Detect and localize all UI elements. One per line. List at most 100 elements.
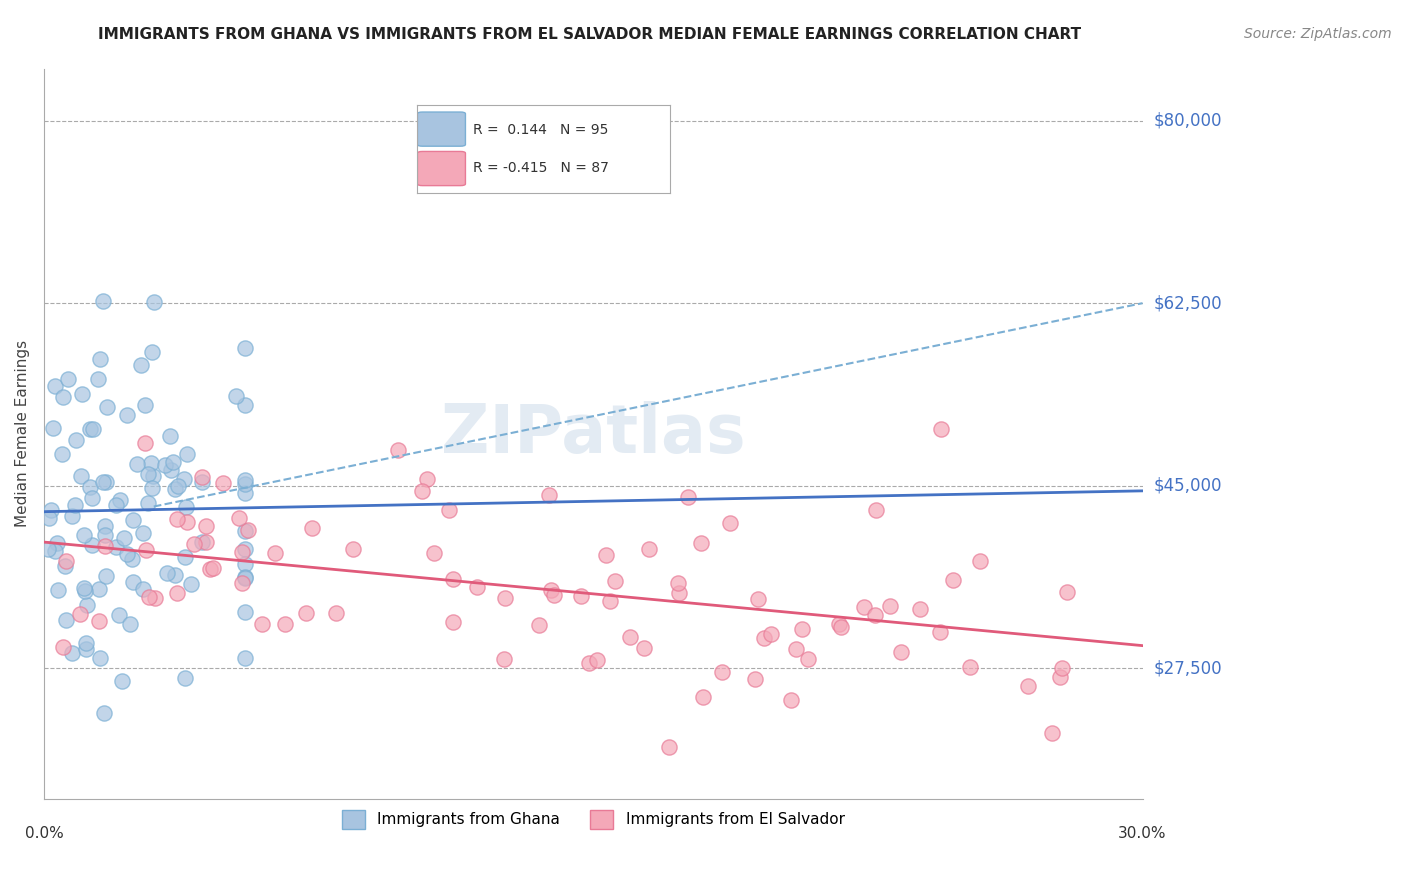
- Point: [465, 580, 488, 594]
- Point: [190, 470, 212, 484]
- Point: [422, 546, 444, 560]
- Point: [586, 653, 609, 667]
- Point: [75, 642, 97, 657]
- Point: [141, 481, 163, 495]
- Point: [174, 500, 197, 515]
- Point: [73, 528, 96, 542]
- Point: [191, 535, 214, 549]
- Point: [136, 467, 159, 481]
- Point: [39, 502, 62, 516]
- Point: [135, 542, 157, 557]
- Point: [87, 615, 110, 629]
- Point: [231, 575, 253, 590]
- Point: [89, 352, 111, 367]
- Point: [879, 599, 901, 613]
- Point: [595, 548, 617, 562]
- Point: [163, 482, 186, 496]
- Point: [1056, 585, 1078, 599]
- Point: [191, 475, 214, 490]
- Point: [111, 673, 134, 688]
- Point: [416, 472, 439, 486]
- Point: [174, 671, 197, 685]
- Point: [131, 582, 153, 596]
- Point: [441, 572, 464, 586]
- Point: [233, 651, 256, 665]
- Point: [828, 617, 851, 632]
- Point: [136, 496, 159, 510]
- Point: [127, 457, 149, 471]
- Point: [82, 538, 104, 552]
- Point: [44, 378, 66, 392]
- Text: $62,500: $62,500: [1154, 294, 1222, 312]
- Point: [141, 344, 163, 359]
- Point: [173, 472, 195, 486]
- Point: [194, 534, 217, 549]
- Point: [73, 582, 96, 596]
- Point: [91, 293, 114, 308]
- Point: [387, 443, 409, 458]
- Point: [676, 490, 699, 504]
- Point: [121, 551, 143, 566]
- Point: [619, 630, 641, 644]
- Point: [1052, 661, 1074, 675]
- Point: [668, 586, 690, 600]
- Point: [411, 484, 433, 499]
- Point: [46, 583, 69, 598]
- Point: [79, 422, 101, 436]
- Point: [122, 513, 145, 527]
- Point: [212, 476, 235, 491]
- Point: [233, 605, 256, 619]
- Point: [94, 518, 117, 533]
- Point: [163, 568, 186, 582]
- Point: [747, 592, 769, 607]
- Point: [91, 475, 114, 490]
- Point: [797, 652, 820, 666]
- Point: [865, 503, 887, 517]
- Text: $27,500: $27,500: [1154, 659, 1222, 677]
- Point: [853, 599, 876, 614]
- Point: [141, 456, 163, 470]
- Point: [87, 582, 110, 597]
- Point: [44, 544, 66, 558]
- Point: [105, 498, 128, 512]
- Point: [638, 542, 661, 557]
- Point: [658, 739, 681, 754]
- Point: [233, 524, 256, 539]
- Point: [112, 531, 135, 545]
- Point: [301, 521, 323, 535]
- Point: [718, 516, 741, 531]
- Point: [233, 476, 256, 491]
- Point: [38, 510, 60, 524]
- Point: [890, 645, 912, 659]
- Point: [159, 429, 181, 443]
- Point: [87, 372, 110, 386]
- Point: [142, 469, 165, 483]
- Point: [929, 625, 952, 640]
- Point: [63, 498, 86, 512]
- Point: [73, 583, 96, 598]
- Point: [759, 627, 782, 641]
- Point: [942, 573, 965, 587]
- Point: [129, 358, 152, 372]
- Point: [1017, 679, 1039, 693]
- Point: [82, 422, 104, 436]
- Text: Source: ZipAtlas.com: Source: ZipAtlas.com: [1244, 27, 1392, 41]
- Point: [441, 615, 464, 630]
- Point: [117, 408, 139, 422]
- Point: [183, 537, 205, 551]
- Point: [294, 606, 316, 620]
- Point: [605, 574, 627, 589]
- Point: [94, 528, 117, 542]
- Point: [198, 562, 221, 576]
- Point: [60, 646, 83, 660]
- Point: [53, 558, 76, 573]
- Point: [1049, 670, 1071, 684]
- Point: [166, 586, 188, 600]
- Point: [540, 582, 562, 597]
- Point: [94, 539, 117, 553]
- Text: IMMIGRANTS FROM GHANA VS IMMIGRANTS FROM EL SALVADOR MEDIAN FEMALE EARNINGS CORR: IMMIGRANTS FROM GHANA VS IMMIGRANTS FROM…: [98, 27, 1081, 42]
- Point: [233, 557, 256, 571]
- Point: [134, 398, 156, 412]
- Point: [233, 570, 256, 584]
- Point: [134, 436, 156, 450]
